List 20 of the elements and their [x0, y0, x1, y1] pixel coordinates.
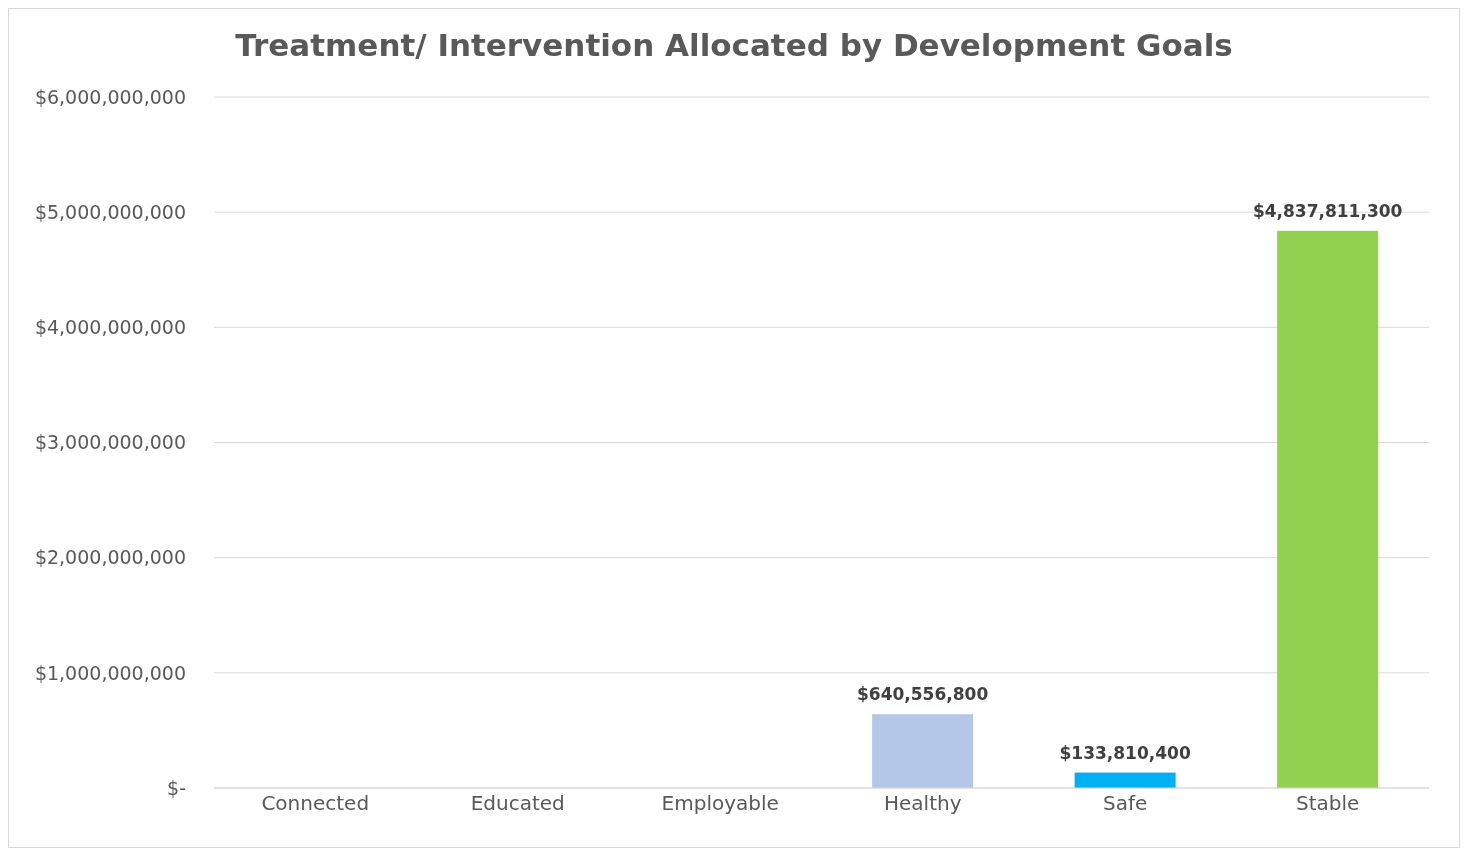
x-tick-label: Employable	[661, 791, 779, 816]
y-tick-label: $3,000,000,000	[34, 431, 186, 454]
x-tick-label: Healthy	[883, 791, 962, 816]
y-tick-label: $4,000,000,000	[34, 316, 186, 339]
x-tick-label: Connected	[261, 791, 370, 816]
data-label: $133,810,400	[1059, 742, 1191, 763]
x-tick-label: Stable	[1296, 791, 1360, 816]
data-label: $640,556,800	[857, 684, 989, 705]
y-tick-label: $1,000,000,000	[34, 661, 186, 684]
bar	[1074, 772, 1176, 788]
data-label: $4,837,811,300	[1252, 200, 1403, 221]
bar	[872, 714, 974, 788]
x-tick-label: Educated	[470, 791, 565, 816]
bar	[1277, 230, 1379, 788]
y-tick-label: $2,000,000,000	[34, 546, 186, 569]
chart-title: Treatment/ Intervention Allocated by Development Goals	[234, 27, 1234, 63]
y-tick-label: $6,000,000,000	[34, 85, 186, 108]
y-tick-label: $-	[167, 776, 186, 799]
y-tick-label: $5,000,000,000	[34, 200, 186, 223]
x-tick-label: Safe	[1103, 791, 1148, 816]
